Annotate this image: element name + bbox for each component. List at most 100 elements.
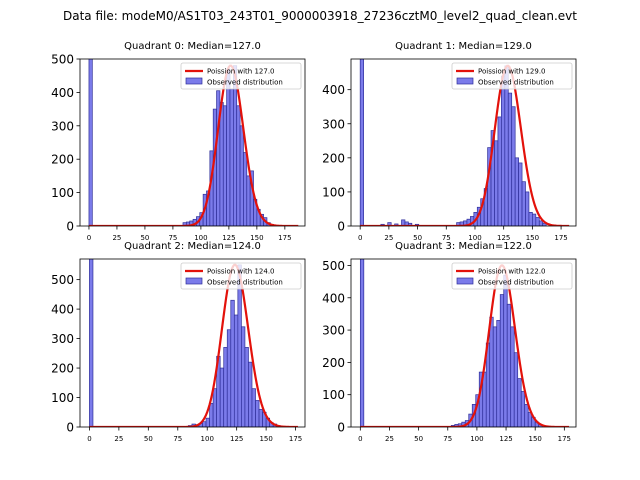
x-tick-label: 25 <box>114 435 123 443</box>
histogram-bar <box>243 152 248 226</box>
legend-label-poisson: Poission with 129.0 <box>478 68 546 76</box>
x-tick-label: 150 <box>529 435 542 443</box>
y-tick-label: 400 <box>322 83 345 97</box>
quadrant-3-chart: Quadrant 3: Median=122.0 0 25 50 75 100 125 150… <box>322 241 577 443</box>
legend-label-observed: Observed distribution <box>207 79 283 87</box>
y-tick-label: 400 <box>51 303 74 317</box>
x-tick-label: 75 <box>173 435 182 443</box>
histogram-bar <box>255 400 260 427</box>
y-tick-label: 0 <box>337 220 345 234</box>
quadrant-3-title: Quadrant 3: Median=122.0 <box>395 241 532 252</box>
x-tick-label: 0 <box>358 435 362 443</box>
histogram-bar <box>244 347 249 427</box>
histogram-bar <box>223 347 228 427</box>
quadrant-2-legend: Poission with 124.0 Observed distribution <box>180 262 302 290</box>
histogram-bar <box>532 213 537 226</box>
histogram-bar <box>249 170 254 226</box>
y-tick-label: 400 <box>51 86 74 100</box>
legend-box <box>180 262 302 290</box>
histogram-bar <box>503 274 508 427</box>
poisson-curve <box>360 264 570 427</box>
histogram-bar <box>387 222 392 226</box>
x-tick-label: 100 <box>470 435 483 443</box>
quadrant-2-chart: Quadrant 2: Median=124.0 0 25 50 75 100 125 150… <box>51 241 306 443</box>
x-tick-label: 125 <box>230 435 243 443</box>
y-tick-label: 0 <box>66 220 74 234</box>
quadrant-0-title: Quadrant 0: Median=127.0 <box>124 41 261 52</box>
y-tick-label: 300 <box>51 119 74 133</box>
y-tick-label: 200 <box>51 362 74 376</box>
y-tick-label: 0 <box>66 421 74 435</box>
histogram-bar <box>507 92 513 226</box>
y-tick-label: 300 <box>322 117 345 131</box>
histogram-bar <box>359 59 364 226</box>
x-tick-label: 75 <box>443 435 452 443</box>
histogram-bar <box>359 259 365 427</box>
x-tick-label: 100 <box>201 435 214 443</box>
quadrant-1-bars <box>359 59 547 226</box>
x-tick-label: 150 <box>250 234 263 242</box>
x-tick-label: 100 <box>468 234 481 242</box>
x-tick-label: 125 <box>497 234 510 242</box>
legend-label-poisson: Poission with 124.0 <box>207 268 275 276</box>
y-tick-label: 100 <box>51 391 74 405</box>
histogram-bar <box>88 59 93 226</box>
x-tick-label: 25 <box>385 435 394 443</box>
y-tick-label: 500 <box>51 273 74 287</box>
x-tick-label: 25 <box>112 234 121 242</box>
histogram-bar <box>251 388 256 427</box>
legend-label-poisson: Poission with 127.0 <box>207 68 275 76</box>
histogram-bar <box>538 220 544 226</box>
x-tick-label: 150 <box>526 234 539 242</box>
x-tick-label: 50 <box>140 234 149 242</box>
legend-box <box>451 62 573 90</box>
poisson-curve <box>88 64 299 226</box>
y-tick-label: 200 <box>322 356 345 370</box>
histogram-bar <box>506 303 512 427</box>
x-tick-label: 100 <box>194 234 207 242</box>
histogram-bar <box>492 326 498 427</box>
histogram-bar <box>535 217 540 226</box>
x-tick-label: 175 <box>554 234 567 242</box>
x-tick-label: 75 <box>168 234 177 242</box>
histogram-bar <box>89 259 94 427</box>
x-tick-label: 125 <box>499 435 512 443</box>
histogram-bar <box>233 314 239 427</box>
x-tick-label: 0 <box>358 234 362 242</box>
x-tick-label: 0 <box>87 234 91 242</box>
histogram-bar <box>209 403 214 427</box>
x-tick-label: 50 <box>414 435 423 443</box>
histogram-bar <box>233 65 238 226</box>
histogram-bar <box>504 65 509 226</box>
y-tick-label: 200 <box>322 151 345 165</box>
histogram-bar <box>239 125 244 226</box>
quadrant-2-bars <box>89 259 281 427</box>
figure-suptitle: Data file: modeM0/AS1T03_243T01_90000039… <box>63 9 577 23</box>
x-tick-label: 125 <box>222 234 235 242</box>
y-tick-label: 400 <box>322 291 345 305</box>
histogram-bar <box>514 157 519 226</box>
histogram-bar <box>205 417 210 427</box>
histogram-bar <box>501 75 506 226</box>
histogram-bar <box>236 105 241 226</box>
histogram-bar <box>241 326 246 427</box>
legend-label-poisson: Poission with 122.0 <box>478 268 546 276</box>
y-tick-label: 100 <box>322 388 345 402</box>
histogram-bar <box>497 116 502 226</box>
histogram-bar <box>229 88 234 226</box>
legend-box <box>180 62 302 90</box>
quadrant-0-chart: Quadrant 0: Median=127.0 0 25 50 75 100 125 150… <box>51 41 306 242</box>
quadrant-0-frame <box>79 58 306 227</box>
histogram-bar <box>202 421 207 427</box>
histogram-bar <box>219 367 225 427</box>
histogram-bar <box>496 320 501 427</box>
y-tick-label: 300 <box>322 324 345 338</box>
x-tick-label: 0 <box>87 435 91 443</box>
x-tick-label: 175 <box>278 234 291 242</box>
quadrant-1-legend: Poission with 129.0 Observed distribution <box>451 62 573 90</box>
histogram-bar <box>520 391 526 427</box>
x-tick-label: 175 <box>289 435 302 443</box>
legend-bar-swatch <box>185 277 203 285</box>
histogram-bar <box>494 140 499 226</box>
